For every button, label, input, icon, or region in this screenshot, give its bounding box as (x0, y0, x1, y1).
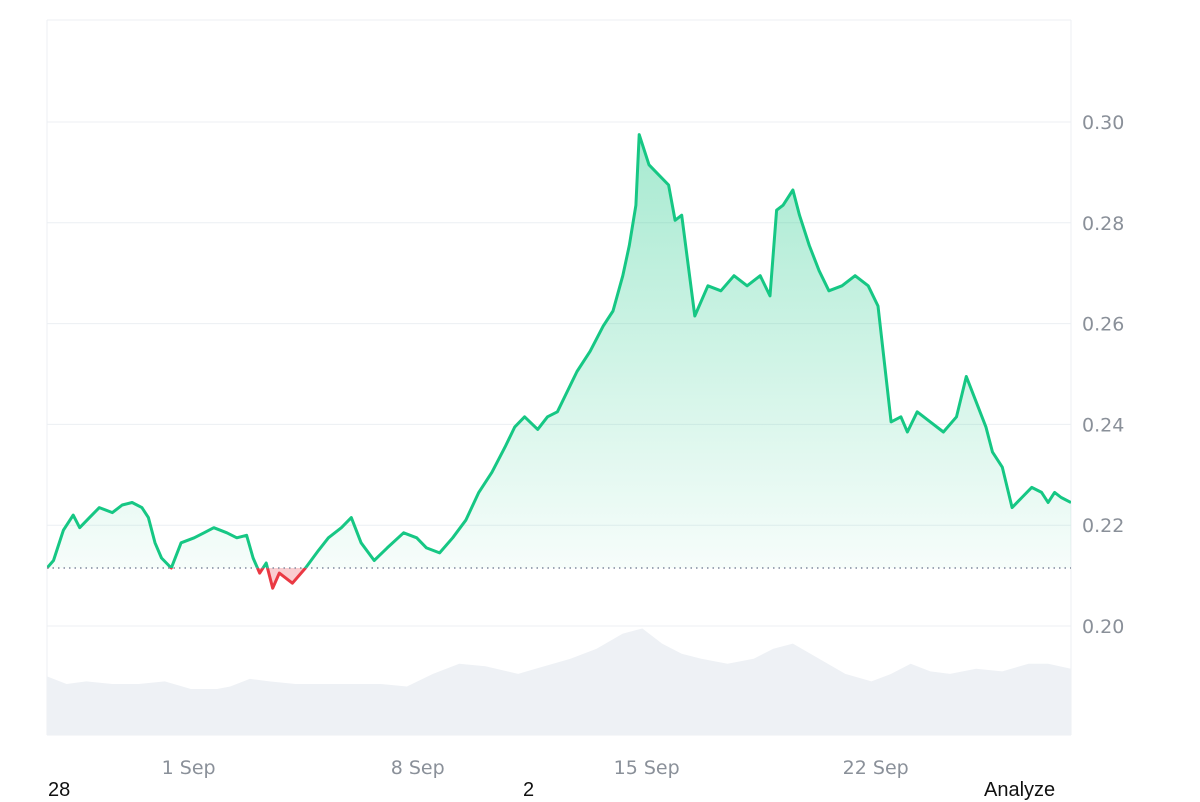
volume-area (47, 628, 1071, 735)
x-tick-label: 15 Sep (614, 757, 680, 779)
analyze-link[interactable]: Analyze (984, 779, 1056, 801)
x-axis-ticks: 1 Sep 8 Sep 15 Sep 22 Sep (162, 757, 909, 779)
price-area-fill (47, 134, 1071, 569)
price-line-up (47, 133, 1071, 569)
y-tick-label: 0.30 (1082, 112, 1124, 134)
y-tick-label: 0.22 (1082, 515, 1124, 537)
y-axis-ticks: 0.30 0.28 0.26 0.24 0.22 0.20 (1082, 112, 1124, 638)
x-tick-label: 1 Sep (162, 757, 216, 779)
x-tick-label: 8 Sep (391, 757, 445, 779)
footer-middle-text: 2 (523, 779, 535, 801)
y-tick-label: 0.20 (1082, 616, 1124, 638)
footer-left-text: 28 (48, 779, 71, 801)
y-tick-label: 0.26 (1082, 314, 1124, 336)
x-tick-label: 22 Sep (843, 757, 909, 779)
plot-frame (46, 19, 1072, 736)
y-tick-label: 0.28 (1082, 213, 1124, 235)
price-series (47, 133, 1071, 590)
y-tick-label: 0.24 (1082, 414, 1124, 436)
